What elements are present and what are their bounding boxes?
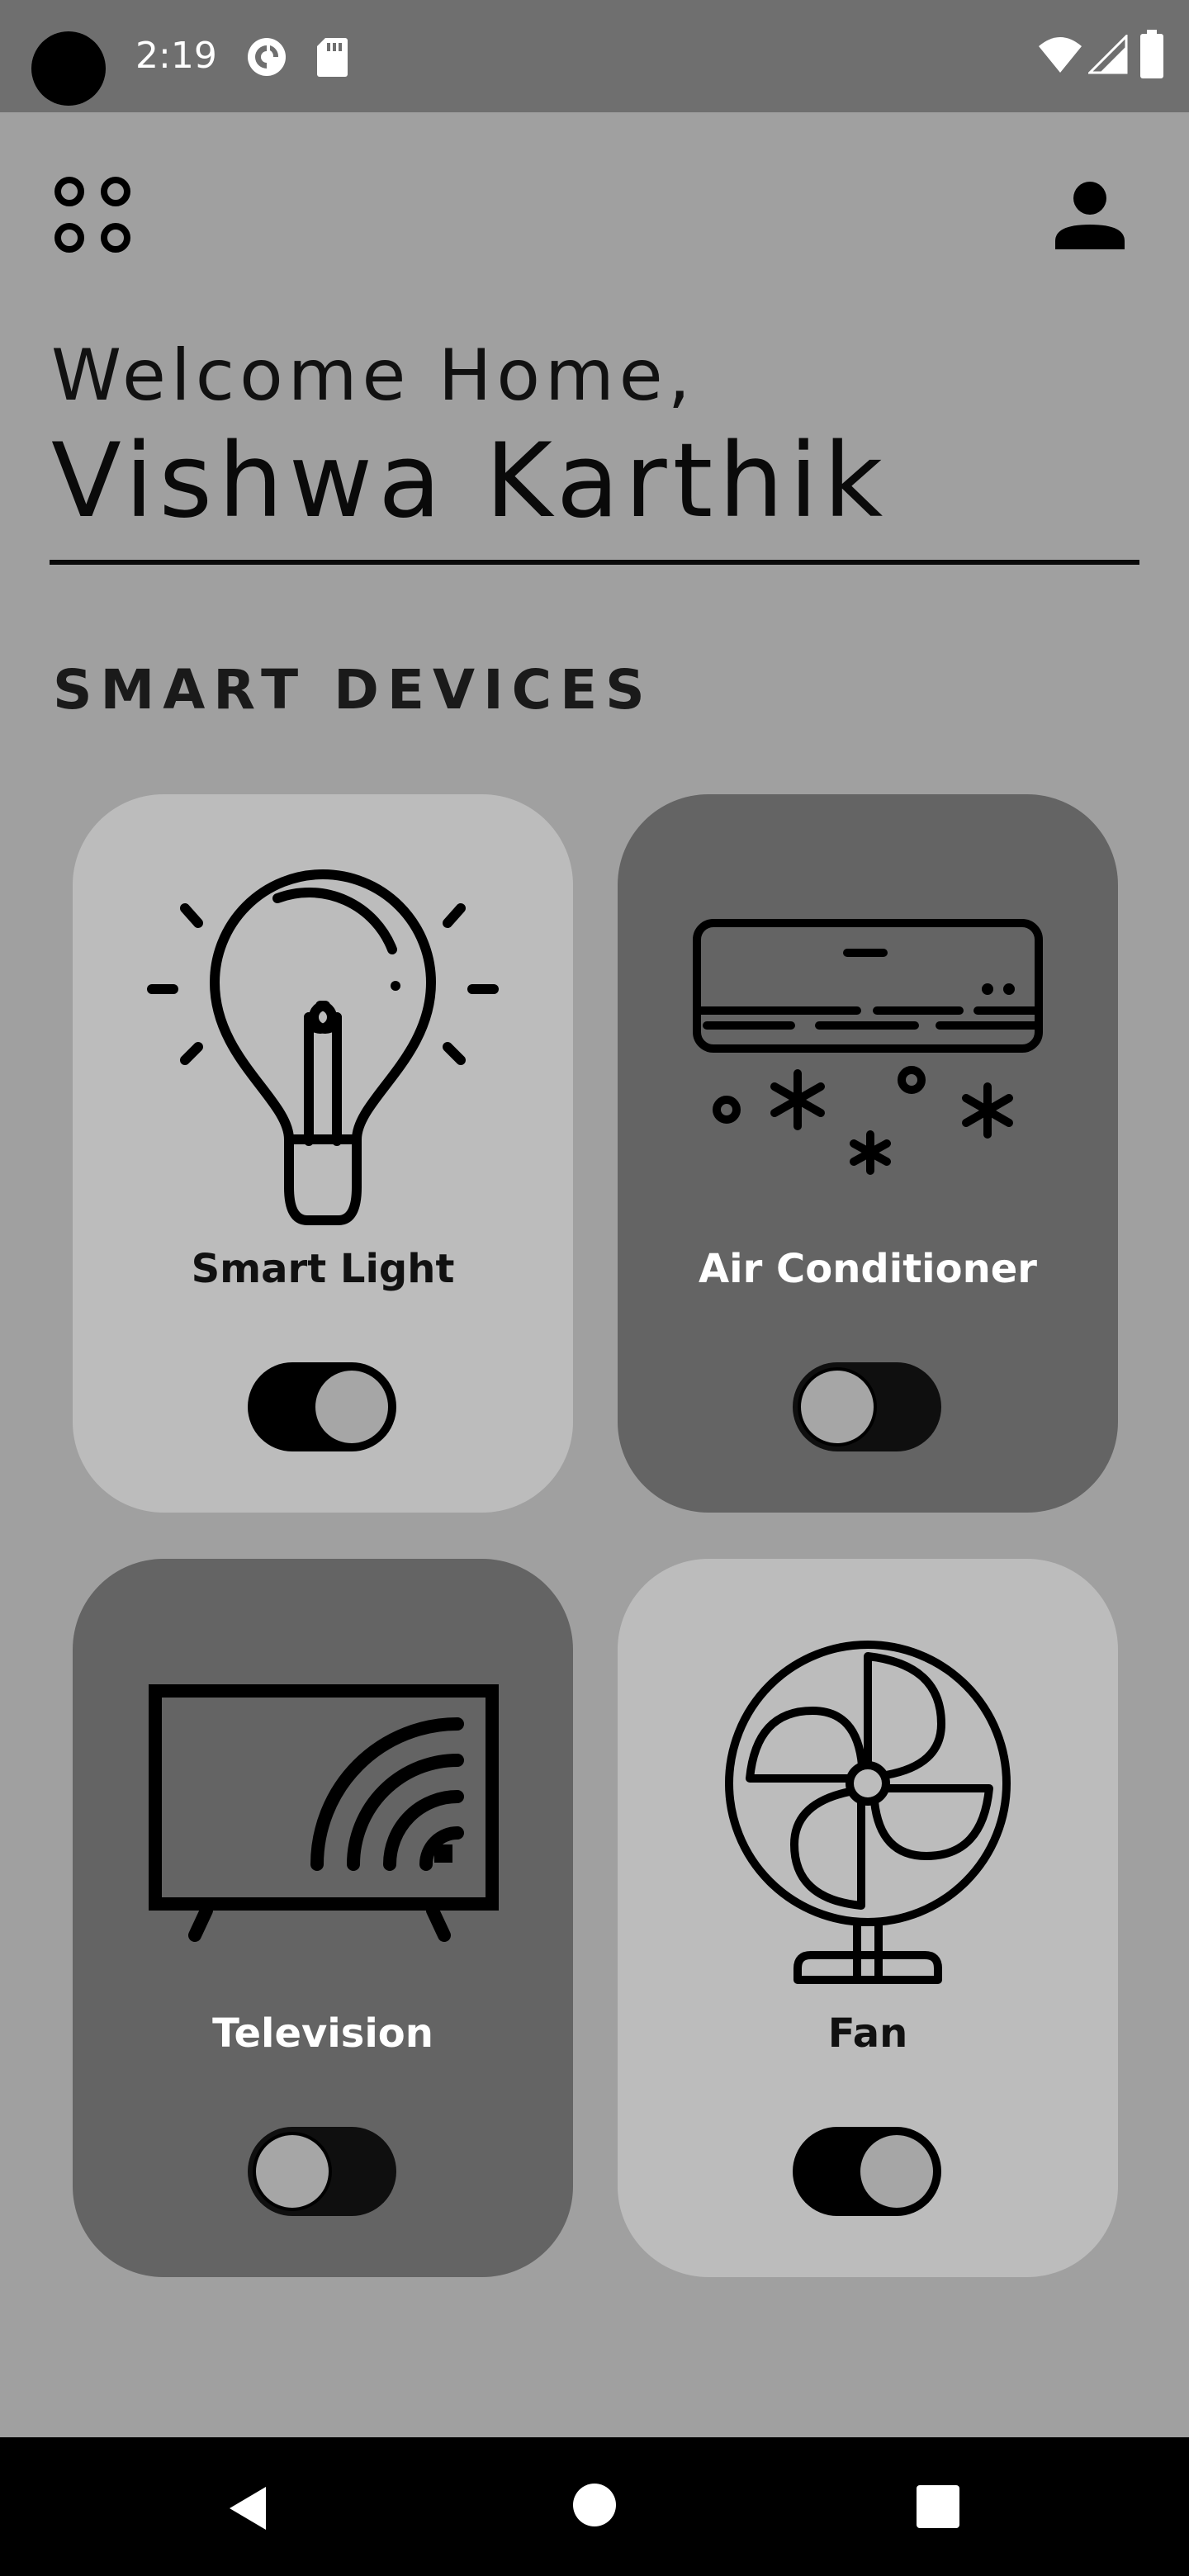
- home-icon[interactable]: [571, 2482, 618, 2528]
- grid-menu-icon[interactable]: [51, 173, 134, 256]
- air-conditioner-icon: [693, 919, 1043, 1175]
- smart-light-toggle[interactable]: [248, 1362, 396, 1451]
- device-card-smart-light[interactable]: Smart Light: [73, 794, 573, 1513]
- air-conditioner-toggle[interactable]: [793, 1362, 941, 1451]
- device-label: Air Conditioner: [699, 1246, 1037, 1292]
- status-time: 2:19: [135, 35, 217, 77]
- battery-icon: [1140, 30, 1163, 78]
- signal-icon: [1088, 35, 1128, 74]
- status-bar: 2:19: [0, 0, 1189, 112]
- wifi-icon: [1039, 37, 1082, 73]
- section-title: SMART DEVICES: [53, 658, 653, 722]
- toggle-knob: [798, 1367, 877, 1447]
- device-label: Television: [212, 2010, 433, 2057]
- lightbulb-icon: [147, 869, 499, 1225]
- toggle-knob: [857, 2132, 936, 2211]
- welcome-greeting: Welcome Home,: [51, 334, 696, 417]
- device-label: Fan: [827, 2010, 908, 2057]
- toggle-knob: [312, 1367, 391, 1447]
- television-toggle[interactable]: [248, 2127, 396, 2216]
- recents-icon[interactable]: [915, 2484, 961, 2530]
- person-icon[interactable]: [1049, 173, 1131, 256]
- device-label: Smart Light: [191, 1246, 455, 1292]
- smart-tv-icon: [149, 1684, 499, 1942]
- sd-card-icon: [317, 38, 348, 77]
- device-card-television[interactable]: Television: [73, 1559, 573, 2277]
- device-card-air-conditioner[interactable]: Air Conditioner: [618, 794, 1118, 1513]
- header-divider: [50, 560, 1139, 565]
- system-nav-bar: [0, 2437, 1189, 2576]
- pocket-casts-icon: [248, 38, 286, 76]
- fan-toggle[interactable]: [793, 2127, 941, 2216]
- user-name: Vishwa Karthik: [51, 422, 889, 541]
- camera-cutout: [31, 31, 106, 106]
- back-icon[interactable]: [223, 2482, 276, 2535]
- toggle-knob: [253, 2132, 332, 2211]
- device-card-fan[interactable]: Fan: [618, 1559, 1118, 2277]
- fan-icon: [725, 1641, 1011, 1984]
